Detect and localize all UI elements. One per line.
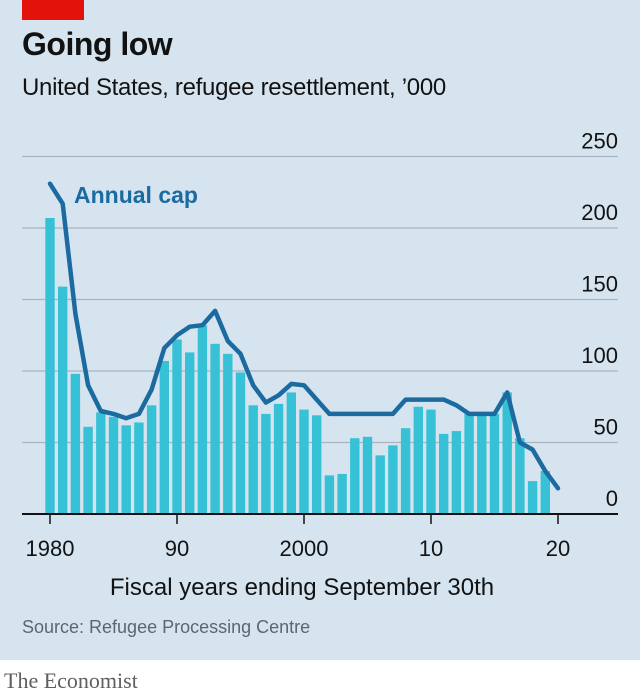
y-tick-label: 0 [606, 486, 618, 511]
bar [324, 475, 335, 514]
x-tick-label: 10 [419, 536, 443, 561]
y-tick-label: 150 [581, 272, 618, 297]
publisher-logo: The Economist [4, 668, 138, 693]
bar [502, 392, 512, 514]
bar [134, 422, 144, 514]
bar [83, 426, 93, 514]
x-tick-label: 90 [165, 536, 189, 561]
x-tick-label: 20 [546, 536, 570, 561]
x-tick-label: 2000 [280, 536, 329, 561]
bar [70, 373, 81, 514]
bar [286, 392, 296, 514]
bar [197, 325, 208, 514]
bar [388, 445, 398, 514]
bar [540, 471, 550, 514]
bar [400, 428, 411, 514]
annual-cap-line [47, 181, 561, 491]
y-tick-labels: 0 50 100 150 200 250 [581, 129, 618, 512]
bar [337, 473, 347, 514]
bar [159, 360, 169, 514]
bar [527, 481, 538, 514]
bar [146, 405, 157, 514]
bar [185, 352, 195, 514]
chart-title: Going low [22, 26, 173, 62]
bar [108, 416, 119, 514]
y-tick-label: 250 [581, 129, 618, 154]
bar [273, 403, 284, 514]
bar [350, 438, 360, 514]
x-ticks: 1980 90 2000 10 20 [26, 514, 570, 561]
source-note: Source: Refugee Processing Centre [22, 617, 311, 637]
bar [464, 413, 474, 514]
chart-subtitle: United States, refugee resettlement, ’00… [22, 74, 446, 101]
bar [58, 286, 68, 514]
bar [121, 425, 131, 514]
bar [45, 217, 55, 515]
bars [45, 217, 550, 515]
bar [426, 409, 436, 514]
bar [96, 412, 106, 514]
x-axis-label: Fiscal years ending September 30th [110, 574, 494, 601]
bar [235, 372, 246, 514]
bar [299, 409, 309, 514]
bar [515, 438, 525, 514]
bar [210, 343, 220, 514]
y-tick-label: 100 [581, 343, 618, 368]
y-tick-label: 200 [581, 200, 618, 225]
x-tick-label: 1980 [26, 536, 75, 561]
bar [451, 431, 462, 514]
annual-cap-label: Annual cap [74, 182, 198, 208]
bar [413, 406, 423, 514]
bar [223, 353, 233, 514]
bar [312, 415, 322, 514]
bar [261, 413, 271, 514]
bar [362, 436, 373, 514]
bar [439, 433, 449, 514]
y-tick-label: 50 [594, 415, 618, 440]
brand-red-tag [22, 0, 84, 20]
chart-panel [0, 0, 640, 660]
bar [477, 413, 487, 514]
bar [375, 455, 385, 514]
bar [248, 405, 258, 514]
bar [172, 339, 182, 514]
bar [489, 413, 500, 514]
chart: 0 50 100 150 200 250 1980 90 2000 10 20 Annual ca… [22, 129, 618, 601]
